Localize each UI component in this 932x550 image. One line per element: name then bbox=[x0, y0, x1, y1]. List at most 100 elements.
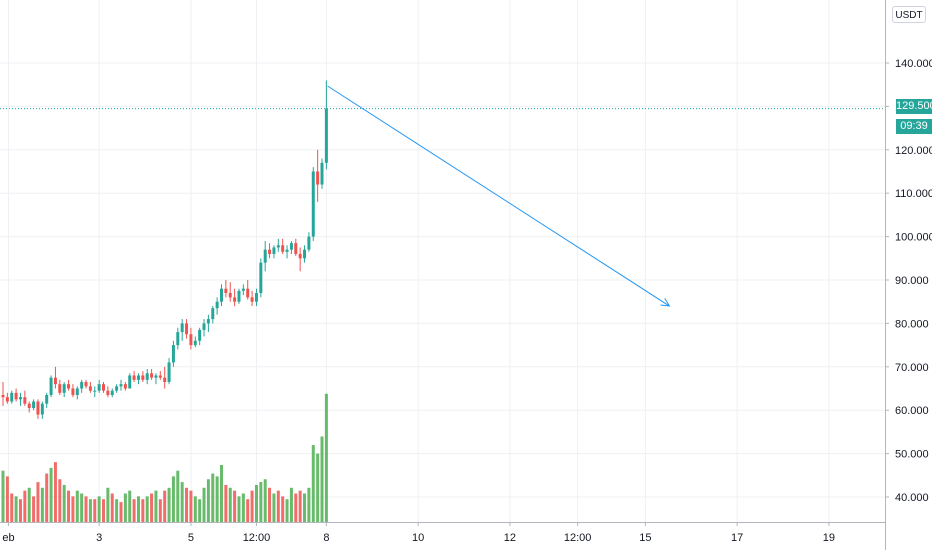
candle bbox=[132, 371, 136, 382]
forecast-arrow[interactable] bbox=[327, 85, 671, 307]
volume-bar bbox=[311, 445, 315, 522]
volume-bar bbox=[1, 470, 5, 522]
candle bbox=[237, 288, 241, 304]
volume-bar bbox=[285, 499, 289, 522]
candle bbox=[307, 232, 311, 252]
volume-bar bbox=[145, 496, 149, 522]
candle bbox=[185, 319, 189, 339]
y-tick-label: 50.000 bbox=[895, 449, 929, 461]
volume-bar bbox=[254, 484, 258, 522]
candle bbox=[211, 306, 215, 324]
volume-bar bbox=[171, 476, 175, 522]
candle bbox=[53, 366, 57, 389]
volume-bar bbox=[185, 487, 189, 522]
volume-bar bbox=[136, 496, 140, 522]
x-tick-label: 3 bbox=[96, 532, 102, 544]
candle bbox=[154, 373, 158, 385]
volume-bar bbox=[189, 490, 193, 522]
x-tick-label: 10 bbox=[412, 532, 424, 544]
candle bbox=[180, 319, 184, 341]
candle bbox=[14, 388, 18, 402]
candle bbox=[171, 340, 175, 367]
volume-bar bbox=[176, 470, 180, 522]
candle bbox=[49, 375, 53, 398]
candle bbox=[246, 280, 250, 300]
candle bbox=[220, 284, 223, 307]
time-scale[interactable]: eb 3 5 12:00 8 10 12 12:00 15 17 19 bbox=[2, 522, 835, 544]
x-tick-label: 19 bbox=[823, 532, 835, 544]
y-tick-label: 90.000 bbox=[895, 275, 929, 287]
candle bbox=[10, 390, 14, 404]
bar-countdown-tag: 09:39 bbox=[896, 119, 932, 134]
arrow-line bbox=[327, 85, 670, 307]
volume-bar bbox=[206, 479, 210, 522]
volume-bar bbox=[93, 499, 97, 522]
candle bbox=[32, 399, 36, 411]
candle bbox=[189, 327, 193, 350]
volume-bar bbox=[23, 490, 27, 522]
candle bbox=[294, 238, 298, 257]
candle bbox=[311, 167, 315, 241]
volume-bar bbox=[237, 496, 241, 522]
candle bbox=[215, 297, 219, 315]
y-tick-label: 40.000 bbox=[895, 492, 929, 504]
volume-bar bbox=[40, 487, 44, 522]
candle bbox=[18, 392, 22, 406]
volume-bar bbox=[75, 490, 79, 522]
volume-bar bbox=[303, 493, 307, 522]
volume-bar bbox=[228, 487, 232, 522]
arrow-head bbox=[660, 298, 671, 307]
candle bbox=[71, 384, 75, 398]
volume-bar bbox=[289, 487, 293, 522]
candle bbox=[224, 280, 228, 298]
volume-bar bbox=[276, 490, 280, 522]
volume-bar bbox=[220, 465, 223, 522]
candle bbox=[75, 386, 79, 400]
volume-bar bbox=[88, 499, 92, 522]
candle bbox=[198, 327, 202, 346]
volume-bar bbox=[294, 493, 298, 522]
volume-bar bbox=[132, 499, 136, 522]
volume-bar bbox=[80, 493, 84, 522]
x-tick-label: 12 bbox=[504, 532, 516, 544]
volume-bar bbox=[268, 487, 272, 522]
y-tick-label: 60.000 bbox=[895, 405, 929, 417]
candle bbox=[36, 399, 40, 419]
candle bbox=[298, 247, 302, 272]
x-tick-label: 17 bbox=[731, 532, 743, 544]
volume-bar bbox=[250, 490, 254, 522]
volume-bar bbox=[180, 482, 184, 522]
volume-bar bbox=[36, 482, 40, 522]
volume-bar bbox=[106, 487, 110, 522]
volume-bar bbox=[224, 484, 228, 522]
candle bbox=[272, 245, 276, 259]
volume-bar bbox=[128, 490, 132, 522]
volume-bar bbox=[10, 493, 14, 522]
volume-bar bbox=[158, 499, 162, 522]
candle bbox=[5, 392, 9, 404]
currency-label[interactable]: USDT bbox=[892, 6, 926, 23]
volume-bar bbox=[281, 496, 285, 522]
volume-bar bbox=[241, 493, 245, 522]
candle bbox=[80, 379, 84, 393]
candle bbox=[62, 381, 66, 398]
candle bbox=[285, 245, 289, 259]
candle bbox=[228, 282, 232, 302]
x-tick-label: 5 bbox=[188, 532, 194, 544]
volume-bar bbox=[45, 473, 49, 522]
candle bbox=[119, 379, 123, 391]
y-tick-label: 140.000 bbox=[895, 58, 932, 70]
volume-bar bbox=[5, 476, 9, 522]
volume-bar bbox=[263, 479, 267, 522]
candle bbox=[233, 288, 237, 307]
candle bbox=[106, 386, 110, 398]
volume-bar bbox=[211, 473, 215, 522]
candle bbox=[150, 368, 154, 380]
candle bbox=[58, 379, 62, 396]
volume-bar bbox=[154, 490, 158, 522]
candle bbox=[320, 158, 324, 189]
x-tick-label: eb bbox=[2, 532, 14, 544]
volume-bar bbox=[110, 493, 114, 522]
volume-bar bbox=[32, 496, 36, 522]
